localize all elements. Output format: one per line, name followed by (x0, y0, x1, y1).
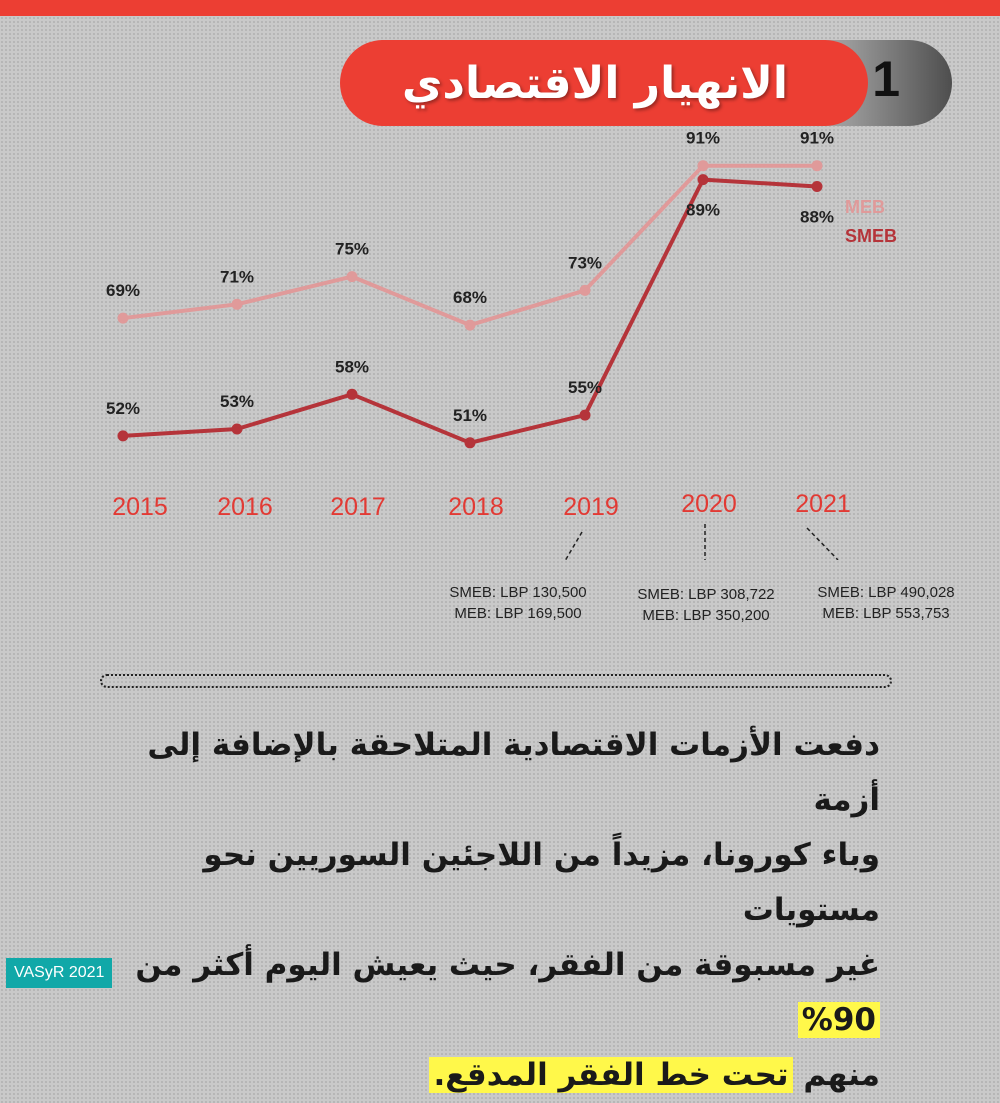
data-label-smeb: 55% (568, 378, 602, 397)
x-tick-label: 2019 (563, 493, 619, 521)
legend-smeb: SMEB (845, 226, 897, 246)
leader-line (564, 531, 583, 560)
data-point-meb (811, 160, 823, 172)
price-note-2020: SMEB: LBP 308,722 MEB: LBP 350,200 (616, 584, 796, 626)
paragraph-text: منهم (803, 1057, 880, 1093)
paragraph-text: غير مسبوقة من الفقر، حيث يعيش اليوم أكثر… (135, 947, 880, 983)
line-chart: 69% 71% 75% 68% 73% 91% 91% MEB 52% 53% 58% 51% 55% 8… (106, 129, 897, 560)
data-point-smeb (811, 181, 823, 192)
x-tick-label: 2021 (795, 490, 851, 518)
source-badge: VASyR 2021 (6, 958, 113, 988)
data-point-meb (697, 160, 709, 172)
section-number: 1 (872, 51, 900, 107)
data-label-smeb: 51% (453, 406, 487, 425)
x-tick-label: 2020 (681, 490, 737, 518)
price-note-2019: SMEB: LBP 130,500 MEB: LBP 169,500 (428, 582, 608, 624)
data-label-meb: 91% (686, 129, 720, 148)
highlight-percent: 90% (797, 1002, 880, 1038)
data-point-meb (117, 312, 129, 324)
section-title: الانهيار الاقتصادي (402, 57, 788, 109)
highlight-phrase: تحت خط الفقر المدقع. (429, 1057, 793, 1093)
data-point-smeb (697, 174, 709, 186)
x-tick-label: 2018 (448, 493, 504, 521)
data-label-meb: 71% (220, 267, 254, 286)
data-label-smeb: 89% (686, 201, 720, 220)
data-label-smeb: 52% (106, 399, 140, 418)
data-point-smeb (231, 423, 243, 435)
data-point-meb (231, 298, 243, 310)
section-title-pill: الانهيار الاقتصادي (340, 40, 868, 126)
data-label-smeb: 53% (220, 392, 254, 411)
paragraph-line: منهم تحت خط الفقر المدقع. (90, 1048, 880, 1103)
data-point-smeb (579, 409, 591, 421)
price-note-2021: SMEB: LBP 490,028 MEB: LBP 553,753 (796, 582, 976, 624)
data-point-smeb (117, 430, 129, 442)
data-label-smeb: 58% (335, 357, 369, 376)
dotted-divider (100, 674, 892, 688)
data-label-meb: 68% (453, 288, 487, 307)
paragraph-line: دفعت الأزمات الاقتصادية المتلاحقة بالإضا… (147, 727, 880, 818)
data-point-smeb (464, 437, 476, 449)
price-note-meb: MEB: LBP 169,500 (454, 605, 582, 622)
legend-meb: MEB (845, 197, 885, 217)
data-point-meb (464, 319, 476, 331)
summary-paragraph: دفعت الأزمات الاقتصادية المتلاحقة بالإضا… (90, 718, 880, 1103)
data-point-meb (346, 271, 358, 283)
price-note-smeb: SMEB: LBP 308,722 (637, 586, 775, 603)
price-note-meb: MEB: LBP 553,753 (822, 605, 950, 622)
data-label-meb: 73% (568, 253, 602, 272)
data-label-meb: 75% (335, 240, 369, 259)
x-tick-label: 2017 (330, 493, 386, 521)
price-note-meb: MEB: LBP 350,200 (642, 607, 770, 624)
data-label-meb: 91% (800, 129, 834, 148)
top-accent-bar (0, 0, 1000, 16)
x-tick-label: 2015 (112, 493, 168, 521)
section-header: 1 الانهيار الاقتصادي (340, 40, 952, 126)
x-tick-label: 2016 (217, 493, 273, 521)
price-note-smeb: SMEB: LBP 130,500 (449, 584, 587, 601)
data-point-smeb (346, 388, 358, 400)
data-point-meb (579, 284, 591, 296)
data-label-meb: 69% (106, 281, 140, 300)
leader-line (806, 527, 839, 560)
paragraph-line: وباء كورونا، مزيداً من اللاجئين السوريين… (203, 837, 880, 928)
paragraph-line: غير مسبوقة من الفقر، حيث يعيش اليوم أكثر… (90, 938, 880, 1048)
price-note-smeb: SMEB: LBP 490,028 (817, 584, 955, 601)
data-label-smeb: 88% (800, 208, 834, 227)
